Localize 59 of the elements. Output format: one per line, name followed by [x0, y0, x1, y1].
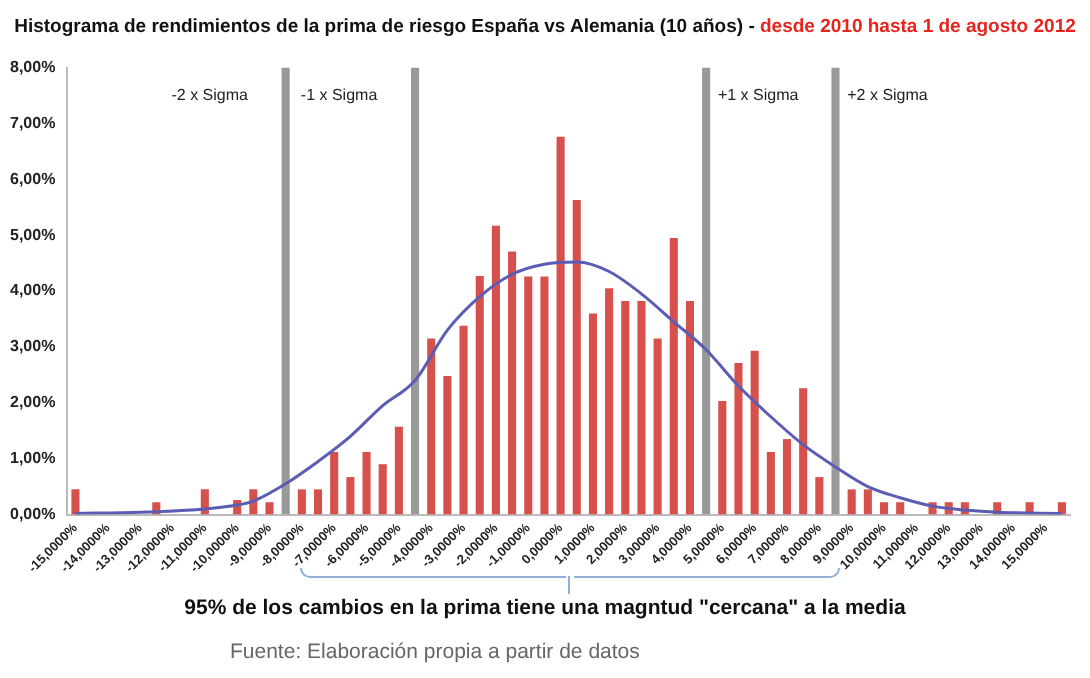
bar [702, 67, 711, 515]
bar [734, 363, 743, 515]
bar [524, 276, 533, 515]
bar [556, 136, 565, 515]
bar [766, 451, 775, 515]
bar [621, 301, 630, 515]
bar [605, 288, 614, 515]
bar [378, 464, 387, 515]
bar [637, 301, 646, 515]
bar [475, 275, 484, 515]
bar [782, 439, 792, 515]
chart-subtitle: desde 2010 hasta 1 de agosto 2012 [760, 16, 1076, 38]
bar [508, 251, 517, 515]
y-tick-label: 4,00% [9, 281, 56, 300]
bar [685, 301, 695, 515]
bar [313, 489, 323, 515]
bar [443, 375, 452, 515]
bar [411, 67, 420, 515]
bar [265, 502, 274, 515]
bar [346, 477, 355, 515]
bar [427, 338, 436, 515]
y-tick-label: 0,00% [9, 504, 56, 523]
y-tick-label: 2,00% [9, 393, 56, 412]
bar [799, 388, 808, 515]
bar [896, 502, 905, 515]
annotation: -1 x Sigma [300, 86, 379, 105]
y-tick-label: 8,00% [9, 58, 56, 77]
chart-title: Histograma de rendimientos de la prima de riesgo España vs Alemania (10 años) - [14, 16, 755, 38]
bar [297, 489, 306, 515]
y-tick-label: 1,00% [9, 449, 56, 468]
bar [653, 338, 662, 515]
text: 95% de los cambios en la prima tiene una magntud "cercana" a la media [182, 596, 908, 620]
annotation: +1 x Sigma [717, 86, 800, 105]
bar [491, 225, 500, 515]
bar [879, 502, 889, 515]
line-series [73, 260, 1064, 515]
bar [847, 489, 856, 515]
y-tick-label: 5,00% [9, 225, 56, 244]
annotation: -2 x Sigma [171, 86, 250, 105]
bar [394, 426, 403, 515]
bar [330, 451, 339, 515]
bar [71, 489, 80, 515]
bar [863, 489, 872, 515]
bar [540, 276, 549, 515]
bar [588, 313, 597, 515]
bar [459, 325, 468, 515]
source-note: Fuente: Elaboración propia a partir de datos [230, 640, 640, 664]
bar [362, 451, 371, 515]
bar [815, 477, 824, 515]
bar [718, 401, 727, 515]
bar [572, 200, 581, 515]
y-tick-label: 3,00% [9, 337, 56, 356]
bar [669, 237, 678, 515]
bar [750, 350, 759, 515]
bar [281, 67, 290, 515]
bar [831, 67, 840, 515]
y-tick-label: 7,00% [9, 113, 56, 132]
y-tick-label: 6,00% [9, 169, 56, 188]
annotation: +2 x Sigma [847, 86, 929, 105]
